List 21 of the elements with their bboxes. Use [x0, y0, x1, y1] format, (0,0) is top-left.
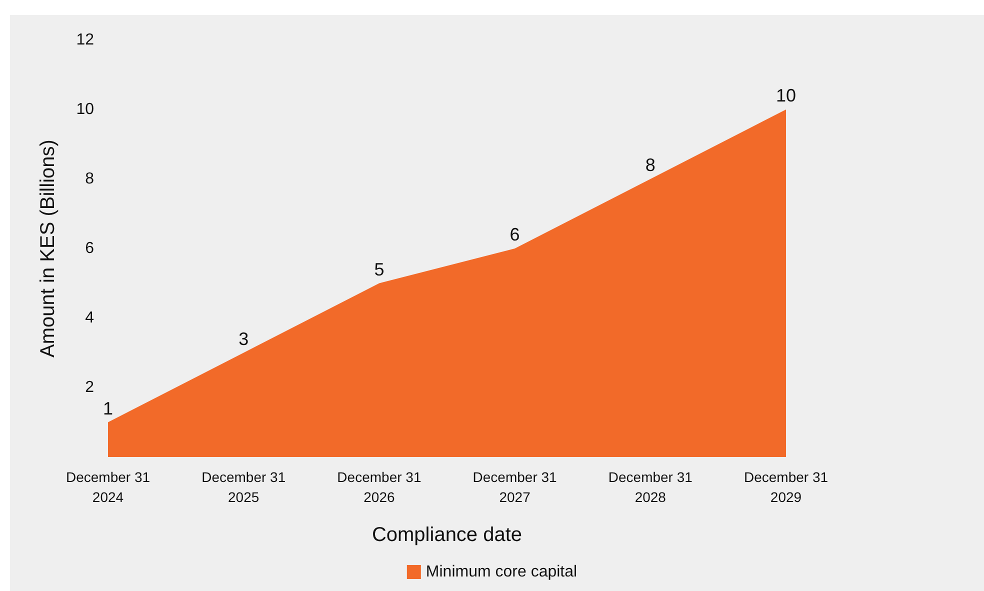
y-tick-label: 12: [76, 32, 94, 48]
x-tick-label: December 31 2024: [66, 469, 150, 505]
y-tick-label: 2: [85, 379, 94, 396]
x-tick-label: December 31 2029: [744, 469, 828, 505]
data-label: 5: [374, 259, 384, 280]
data-label: 8: [645, 155, 656, 175]
x-axis-title: Compliance date: [372, 524, 522, 546]
y-tick-label: 4: [85, 310, 94, 326]
x-tick-label: December 31 2028: [608, 469, 693, 505]
data-label: 1: [102, 398, 114, 418]
x-tick-label: December 31 2027: [472, 469, 558, 505]
y-tick-label: 8: [85, 170, 94, 188]
y-tick-label: 10: [76, 101, 94, 118]
x-tick-label: December 31 2026: [337, 469, 422, 505]
y-tick-label: 6: [85, 240, 94, 257]
legend-label: Minimum core capital: [426, 564, 578, 580]
data-label: 6: [510, 224, 520, 244]
data-label: 10: [776, 86, 796, 106]
data-label: 3: [238, 328, 249, 349]
y-axis-title: Amount in KES (Billions): [37, 140, 59, 358]
x-tick-label: December 31 2025: [202, 469, 286, 505]
